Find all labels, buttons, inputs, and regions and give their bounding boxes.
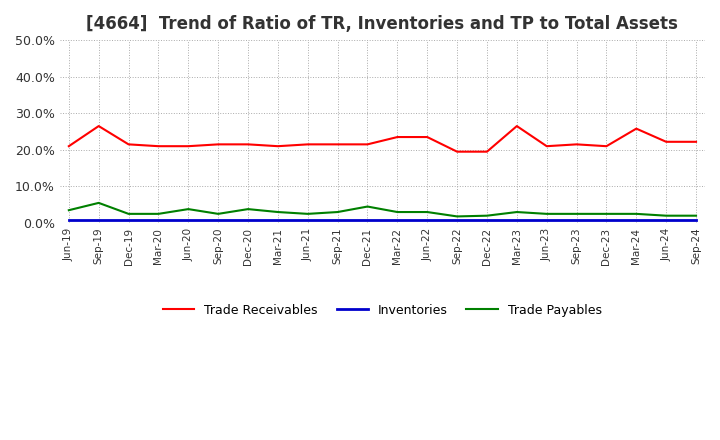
Inventories <box>243 217 252 223</box>
Trade Payables <box>632 211 641 216</box>
Inventories <box>602 217 611 223</box>
Inventories <box>572 217 581 223</box>
Trade Receivables <box>453 149 462 154</box>
Trade Receivables <box>363 142 372 147</box>
Trade Receivables <box>632 126 641 131</box>
Inventories <box>94 217 103 223</box>
Inventories <box>513 217 521 223</box>
Trade Receivables <box>692 139 701 144</box>
Trade Payables <box>214 211 222 216</box>
Trade Receivables <box>303 142 312 147</box>
Inventories <box>423 217 431 223</box>
Trade Payables <box>125 211 133 216</box>
Trade Payables <box>154 211 163 216</box>
Inventories <box>393 217 402 223</box>
Trade Receivables <box>572 142 581 147</box>
Trade Payables <box>243 206 252 212</box>
Inventories <box>453 217 462 223</box>
Trade Receivables <box>214 142 222 147</box>
Inventories <box>65 217 73 223</box>
Inventories <box>274 217 282 223</box>
Trade Payables <box>662 213 670 218</box>
Inventories <box>363 217 372 223</box>
Trade Receivables <box>602 143 611 149</box>
Inventories <box>632 217 641 223</box>
Trade Payables <box>572 211 581 216</box>
Inventories <box>184 217 193 223</box>
Trade Payables <box>274 209 282 215</box>
Trade Receivables <box>542 143 551 149</box>
Inventories <box>482 217 491 223</box>
Trade Payables <box>602 211 611 216</box>
Line: Trade Payables: Trade Payables <box>69 203 696 216</box>
Trade Payables <box>453 214 462 219</box>
Trade Receivables <box>154 143 163 149</box>
Title: [4664]  Trend of Ratio of TR, Inventories and TP to Total Assets: [4664] Trend of Ratio of TR, Inventories… <box>86 15 678 33</box>
Trade Receivables <box>482 149 491 154</box>
Trade Payables <box>303 211 312 216</box>
Trade Receivables <box>662 139 670 144</box>
Trade Receivables <box>513 124 521 129</box>
Trade Payables <box>363 204 372 209</box>
Trade Receivables <box>125 142 133 147</box>
Inventories <box>125 217 133 223</box>
Inventories <box>154 217 163 223</box>
Trade Payables <box>333 209 342 215</box>
Trade Receivables <box>243 142 252 147</box>
Legend: Trade Receivables, Inventories, Trade Payables: Trade Receivables, Inventories, Trade Pa… <box>158 299 607 322</box>
Inventories <box>662 217 670 223</box>
Trade Payables <box>94 200 103 205</box>
Trade Payables <box>692 213 701 218</box>
Trade Payables <box>423 209 431 215</box>
Inventories <box>333 217 342 223</box>
Inventories <box>542 217 551 223</box>
Inventories <box>303 217 312 223</box>
Trade Payables <box>184 206 193 212</box>
Line: Trade Receivables: Trade Receivables <box>69 126 696 152</box>
Trade Receivables <box>333 142 342 147</box>
Trade Receivables <box>94 124 103 129</box>
Inventories <box>214 217 222 223</box>
Trade Payables <box>482 213 491 218</box>
Inventories <box>692 217 701 223</box>
Trade Payables <box>542 211 551 216</box>
Trade Receivables <box>393 134 402 139</box>
Trade Receivables <box>65 143 73 149</box>
Trade Payables <box>393 209 402 215</box>
Trade Receivables <box>274 143 282 149</box>
Trade Payables <box>65 208 73 213</box>
Trade Receivables <box>184 143 193 149</box>
Trade Receivables <box>423 134 431 139</box>
Trade Payables <box>513 209 521 215</box>
